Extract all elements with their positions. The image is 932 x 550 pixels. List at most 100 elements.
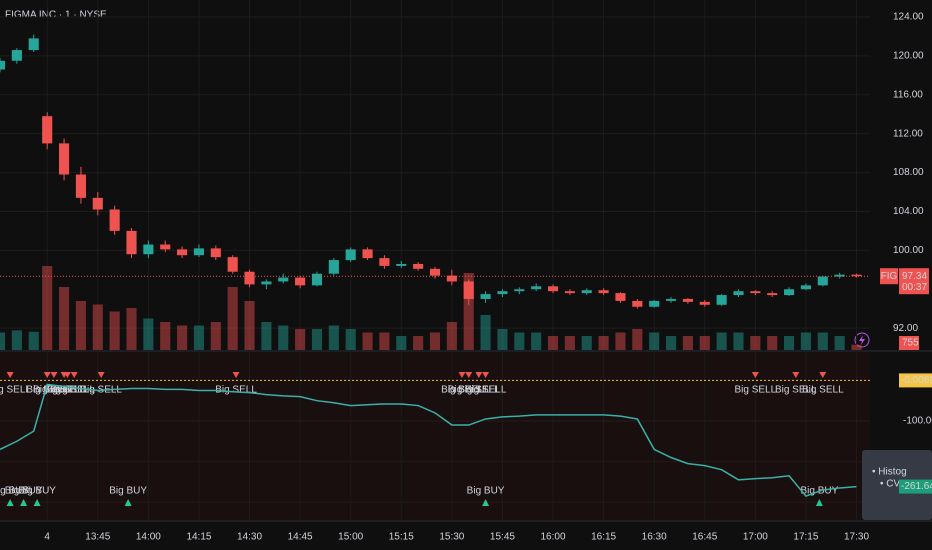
chart-title: FIGMA INC · 1 · NYSE — [5, 10, 107, 21]
volume-tag-label: 755 — [902, 338, 919, 349]
volume-bar — [11, 330, 22, 350]
buy-marker — [33, 499, 41, 506]
candle-body — [784, 289, 795, 296]
candle-body — [632, 300, 643, 307]
legend-entry: • Histog — [872, 467, 907, 478]
buy-marker — [482, 499, 490, 506]
volume-bar — [649, 332, 660, 350]
volume-bar — [143, 318, 154, 350]
volume-bar — [0, 332, 6, 350]
sell-marker — [70, 372, 78, 378]
volume-bar — [817, 332, 828, 350]
x-tick-label: 15:15 — [389, 532, 414, 543]
candle-body — [429, 268, 441, 276]
y2-tick-label: -100.00 — [903, 416, 932, 427]
sell-label: Big SELL — [0, 385, 31, 396]
volume-bar — [362, 332, 373, 350]
alert-icon[interactable] — [854, 332, 870, 348]
candle-body — [177, 249, 188, 256]
sell-label: Big SELL — [458, 385, 500, 396]
buy-marker — [124, 499, 132, 506]
volume-bar — [564, 336, 575, 350]
candle-body — [531, 286, 542, 290]
candle-body — [615, 293, 626, 301]
candle-body — [699, 301, 710, 305]
volume-bar — [497, 329, 508, 350]
candle-body — [598, 290, 609, 294]
volume-bar — [598, 336, 609, 350]
candle-body — [716, 295, 727, 305]
candle-body — [295, 277, 306, 286]
candle-body — [227, 257, 238, 272]
y-tick-label: 116.00 — [893, 89, 923, 100]
buy-marker — [815, 499, 823, 506]
sell-marker — [465, 372, 473, 378]
candle-body — [413, 263, 424, 269]
candle-body — [463, 281, 474, 299]
buy-label: Big BUY — [18, 486, 56, 497]
volume-bar — [733, 332, 744, 350]
volume-bar — [682, 336, 693, 350]
volume-bar — [750, 336, 761, 350]
sell-label: Big SELL — [441, 385, 483, 396]
volume-bar — [126, 308, 137, 350]
candle-body — [244, 271, 255, 285]
sell-label: Big SELL — [215, 385, 257, 396]
volume-bar — [632, 329, 643, 350]
candle-body — [0, 60, 6, 70]
volume-bar — [295, 329, 306, 350]
candle-body — [345, 249, 356, 261]
candle-body — [480, 294, 491, 299]
volume-bar — [716, 332, 727, 350]
candle-body — [311, 273, 323, 286]
volume-bar — [615, 332, 626, 350]
buy-marker — [20, 499, 28, 506]
volume-bar — [463, 273, 474, 350]
sell-label: Big SELL — [448, 385, 490, 396]
candle-body — [564, 291, 575, 294]
volume-bar — [379, 332, 390, 350]
candle-body — [733, 291, 744, 296]
cvd-line — [0, 383, 857, 497]
volume-bar — [193, 325, 205, 350]
volume-bar — [345, 329, 356, 350]
x-tick-label: 4 — [44, 532, 50, 543]
volume-bar — [311, 329, 323, 350]
sell-label: Big SELL — [802, 385, 844, 396]
x-tick-label: 16:45 — [692, 532, 717, 543]
volume-bar — [581, 336, 592, 350]
volume-bar — [446, 322, 457, 350]
volume-bar — [665, 336, 677, 350]
sell-label: Big SELL — [47, 385, 89, 396]
countdown-label: 00:37 — [902, 282, 927, 293]
candle-body — [851, 274, 862, 277]
x-tick-label: 14:00 — [136, 532, 161, 543]
sell-marker — [792, 372, 800, 378]
volume-bar — [699, 336, 710, 350]
x-tick-label: 17:15 — [793, 532, 818, 543]
buy-marker — [6, 499, 14, 506]
volume-bar — [784, 336, 795, 350]
candle-body — [682, 298, 693, 302]
volume-bar — [227, 287, 238, 350]
candle-body — [210, 248, 221, 258]
y-tick-label: 108.00 — [893, 167, 924, 178]
cvd-tag-label: -261.64 — [901, 481, 932, 492]
candle-body — [109, 209, 120, 231]
candle-body — [750, 291, 761, 294]
volume-bar — [834, 336, 845, 350]
alert-bolt — [859, 335, 865, 345]
sell-marker — [482, 372, 490, 378]
buy-label: Big BUY — [467, 486, 505, 497]
candle-body — [834, 274, 845, 277]
volume-bar — [767, 336, 778, 350]
symbol-tag — [880, 268, 898, 285]
volume-bar — [396, 336, 407, 350]
candle-body — [28, 38, 39, 51]
volume-bar — [851, 344, 862, 350]
candle-body — [581, 290, 592, 294]
candle-body — [75, 174, 86, 198]
zero-tag — [899, 373, 932, 388]
sell-label: Big SELL — [734, 385, 776, 396]
